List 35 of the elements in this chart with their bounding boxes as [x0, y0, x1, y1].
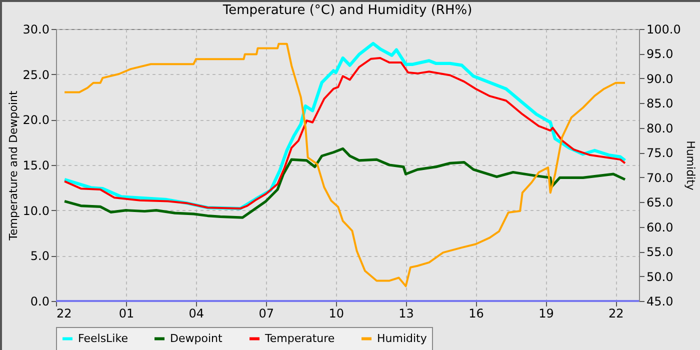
chart-title: Temperature (°C) and Humidity (RH%): [222, 3, 472, 18]
legend-label: Dewpoint: [170, 332, 223, 345]
y2-tick-label: 45.0: [646, 294, 674, 308]
y2-tick-label: 75.0: [646, 146, 674, 160]
x-tick-label: 16: [468, 306, 484, 320]
x-tick-label: 22: [56, 306, 72, 320]
y-tick-label: 10.0: [22, 204, 50, 218]
x-tick-label: 01: [118, 306, 134, 320]
y2-tick-label: 50.0: [646, 270, 674, 284]
y2-tick-label: 70.0: [646, 170, 674, 185]
y-tick-label: 30.0: [22, 22, 50, 36]
y-tick-label: 20.0: [22, 113, 50, 128]
legend-label: Humidity: [377, 332, 428, 345]
y2-tick-label: 80.0: [646, 121, 674, 136]
x-tick-label: 22: [608, 306, 624, 320]
x-tick-label: 10: [328, 306, 344, 320]
x-tick-label: 19: [538, 306, 554, 320]
y2-tick-label: 85.0: [646, 96, 674, 111]
y-tick-label: 15.0: [22, 158, 50, 172]
y2-tick-label: 95.0: [646, 47, 674, 62]
y-tick-label: 25.0: [22, 68, 50, 82]
legend-label: Temperature: [264, 332, 335, 345]
y2-tick-label: 100.0: [646, 22, 681, 36]
y2-tick-label: 60.0: [646, 220, 674, 234]
y-axis-title: Temperature and Dewpoint: [6, 90, 20, 242]
x-tick-label: 07: [258, 306, 274, 320]
y2-tick-label: 55.0: [646, 245, 674, 260]
x-tick-label: 04: [188, 306, 204, 320]
y-tick-label: 0.0: [30, 294, 50, 308]
y2-axis-title: Humidity: [684, 140, 697, 191]
y2-tick-label: 65.0: [646, 196, 674, 210]
x-tick-label: 13: [398, 306, 414, 320]
y2-tick-label: 90.0: [646, 72, 674, 86]
y-tick-label: 5.0: [30, 249, 50, 264]
legend-label: FeelsLike: [78, 332, 128, 345]
